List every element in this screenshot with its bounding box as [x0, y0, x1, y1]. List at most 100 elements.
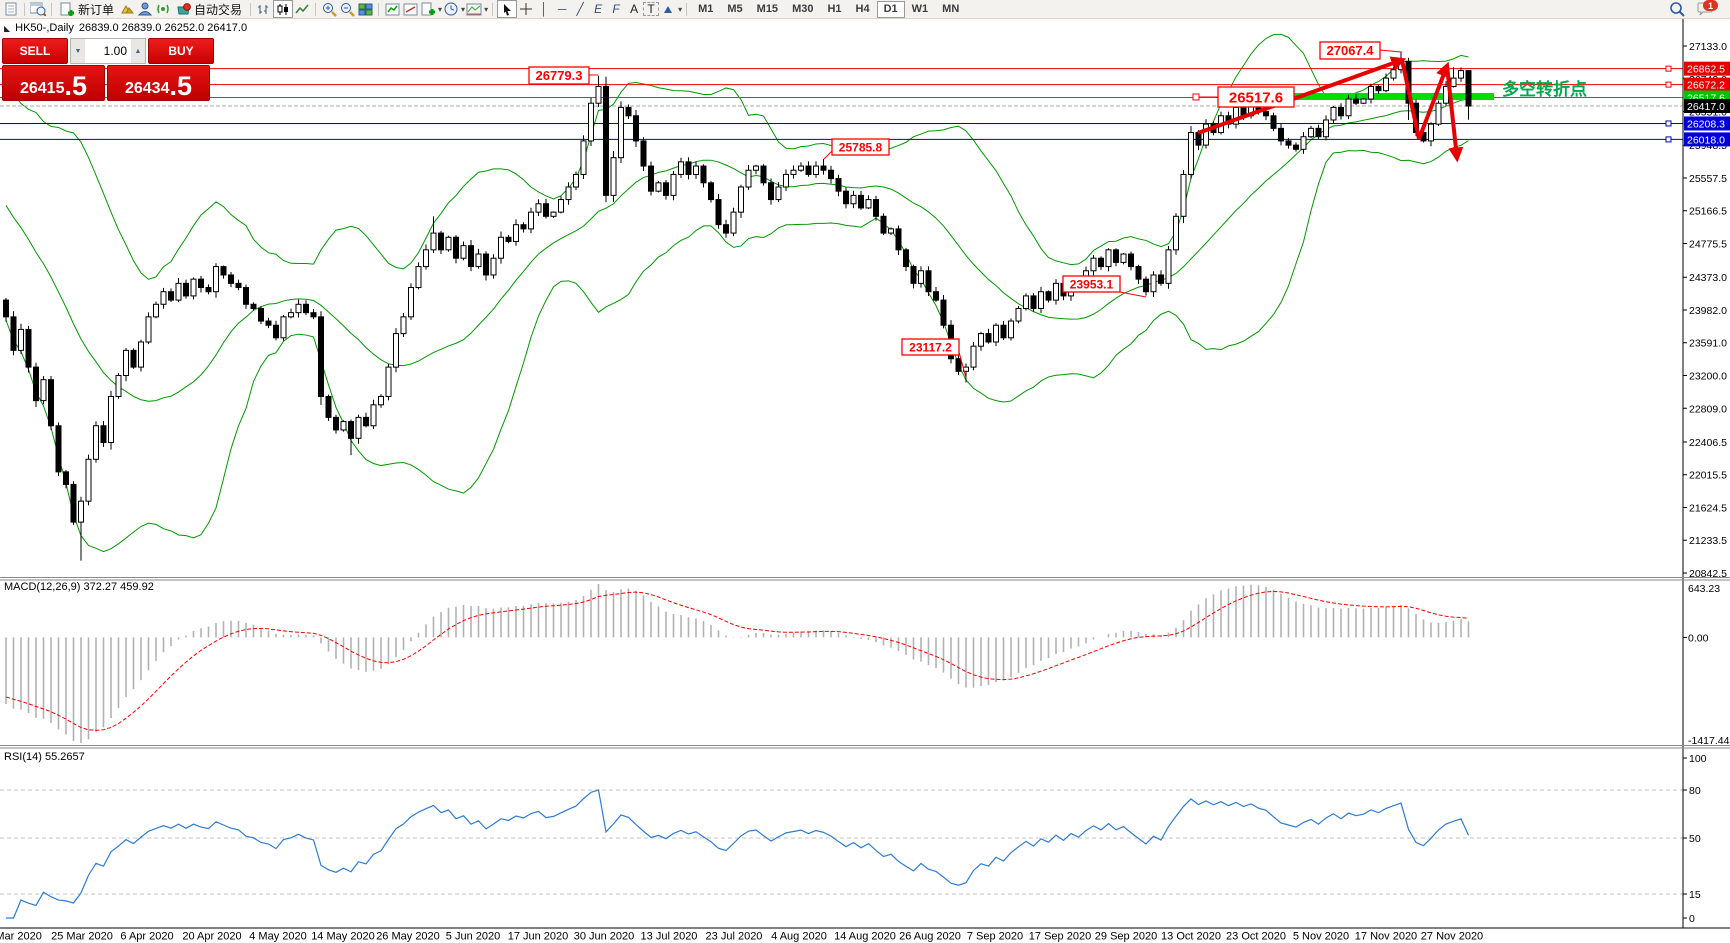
sell-button[interactable]: SELL: [2, 38, 68, 64]
svg-text:0: 0: [1689, 913, 1695, 925]
svg-text:22406.5: 22406.5: [1689, 437, 1727, 449]
toolbar-separator: [686, 2, 688, 16]
vertical-line-tool-icon[interactable]: │: [540, 2, 548, 16]
objects-list-icon[interactable]: [401, 1, 419, 17]
sell-price-main: 26415: [19, 80, 65, 98]
one-click-trading-panel: SELL ▼ ▲ BUY 26415 .5 26434 .5: [2, 38, 214, 101]
text-label-tool-icon[interactable]: T: [643, 2, 660, 16]
crosshair-tool-icon[interactable]: [517, 1, 535, 17]
svg-text:25785.8: 25785.8: [839, 140, 883, 154]
toolbar-separator: [51, 2, 52, 16]
trend-arrow[interactable]: [1417, 61, 1451, 140]
timeframe-bar: M1 M5 M15 M30 H1 H4 D1 W1 MN: [691, 0, 966, 18]
zoom-out-icon[interactable]: [338, 1, 356, 17]
indicator-panes: [0, 584, 1683, 919]
trend-arrow[interactable]: [1400, 59, 1421, 140]
svg-text:15: 15: [1689, 889, 1701, 901]
svg-text:20842.5: 20842.5: [1689, 568, 1727, 580]
annotations-layer[interactable]: 27067.4 26779.3 26517.6 25785.8 23953.1 23117…: [528, 41, 1464, 379]
svg-text:27067.4: 27067.4: [1327, 43, 1375, 58]
volume-decrease-button[interactable]: ▼: [71, 39, 85, 63]
new-order-label: 新订单: [78, 2, 115, 17]
price-annotation-box[interactable]: 27067.4: [1319, 41, 1381, 60]
date-axis-label: 29 Sep 2020: [1095, 931, 1157, 943]
line-chart-mode-icon[interactable]: [293, 1, 311, 17]
timeframe-button-m30[interactable]: M30: [792, 3, 814, 15]
signals-icon[interactable]: [154, 1, 172, 17]
toolbar-separator: [492, 2, 494, 16]
chart-profile-dropdown[interactable]: ▾: [484, 4, 489, 14]
sell-price-block[interactable]: 26415 .5: [2, 65, 105, 101]
timeframe-button-h1[interactable]: H1: [827, 3, 842, 15]
tile-windows-icon[interactable]: [356, 1, 374, 17]
highlight-bar-layer[interactable]: [1288, 93, 1494, 100]
search-icon[interactable]: [1668, 1, 1686, 17]
volume-increase-button[interactable]: ▲: [131, 39, 145, 63]
add-indicator-icon[interactable]: [419, 1, 437, 17]
candlestick-mode-icon[interactable]: [273, 0, 294, 18]
svg-text:26018.0: 26018.0: [1687, 134, 1725, 146]
community-user-icon[interactable]: [136, 1, 154, 17]
svg-text:50: 50: [1689, 833, 1701, 845]
period-dropdown[interactable]: ▾: [461, 4, 466, 14]
zoom-in-icon[interactable]: [320, 1, 338, 17]
arrows-tool-icon[interactable]: [659, 1, 677, 17]
cursor-tool-icon[interactable]: [497, 0, 518, 18]
window-preview-icon[interactable]: [29, 1, 47, 17]
timeframe-button-m15[interactable]: M15: [756, 3, 779, 15]
price-annotation-box[interactable]: 26517.6: [1217, 86, 1295, 108]
price-annotation-box[interactable]: 26779.3: [528, 66, 590, 85]
channel-tool-icon[interactable]: E: [594, 2, 603, 16]
timeframe-button-d1[interactable]: D1: [876, 0, 905, 18]
text-tool-icon[interactable]: A: [630, 2, 639, 16]
autotrading-button[interactable]: 自动交易: [172, 1, 246, 17]
date-axis-label: 13 Jul 2020: [641, 931, 698, 943]
fibonacci-tool-icon[interactable]: F: [612, 2, 620, 16]
horizontal-line-tool-icon[interactable]: ─: [557, 2, 567, 16]
date-axis-label: 14 May 2020: [311, 931, 375, 943]
add-indicator-dropdown[interactable]: ▾: [438, 4, 443, 14]
turning-point-annotation[interactable]: 多空转折点: [1502, 79, 1587, 99]
svg-text:80: 80: [1689, 785, 1701, 797]
svg-text:23200.0: 23200.0: [1689, 370, 1727, 382]
date-axis-label: 26 Aug 2020: [899, 931, 961, 943]
timeframe-button-w1[interactable]: W1: [911, 3, 929, 15]
svg-text:21233.5: 21233.5: [1689, 535, 1727, 547]
new-order-button[interactable]: 新订单: [56, 1, 118, 17]
arrows-tool-dropdown[interactable]: ▾: [678, 4, 683, 14]
svg-text:0.00: 0.00: [1688, 632, 1709, 644]
period-clock-icon[interactable]: [442, 1, 460, 17]
toolbar-separator: [24, 2, 25, 16]
toolbar-separator: [315, 2, 317, 16]
trend-arrow[interactable]: [1197, 56, 1407, 135]
timeframe-button-m5[interactable]: M5: [727, 3, 743, 15]
buy-button[interactable]: BUY: [148, 38, 214, 64]
chart-profile-icon[interactable]: [465, 1, 483, 17]
turning-point-highlight-bar[interactable]: [1288, 93, 1494, 100]
chat-icon[interactable]: 1: [1696, 0, 1718, 17]
price-annotation-box[interactable]: 23953.1: [1062, 275, 1121, 293]
svg-text:23982.0: 23982.0: [1689, 305, 1727, 317]
buy-price-block[interactable]: 26434 .5: [107, 65, 210, 101]
svg-text:26779.3: 26779.3: [536, 68, 583, 83]
svg-text:100: 100: [1689, 753, 1707, 765]
indicators-list-icon[interactable]: [383, 1, 401, 17]
bar-chart-mode-icon[interactable]: [255, 1, 273, 17]
price-annotation-box[interactable]: 25785.8: [831, 138, 890, 156]
buy-price-frac: .5: [169, 70, 193, 101]
svg-text:26417.0: 26417.0: [1687, 101, 1725, 113]
trendline-tool-icon[interactable]: ╱: [576, 2, 584, 16]
macd-indicator-label: MACD(12,26,9) 372.27 459.92: [4, 581, 154, 593]
timeframe-button-mn[interactable]: MN: [942, 3, 960, 15]
history-center-icon[interactable]: [118, 1, 136, 17]
price-annotation-box[interactable]: 23117.2: [901, 338, 960, 356]
timeframe-button-m1[interactable]: M1: [698, 3, 714, 15]
trend-arrow[interactable]: [1445, 65, 1464, 163]
date-axis-label: 4 Aug 2020: [771, 931, 827, 943]
svg-text:26208.3: 26208.3: [1687, 118, 1725, 130]
new-chart-icon[interactable]: [2, 1, 20, 17]
timeframe-button-h4[interactable]: H4: [855, 3, 870, 15]
volume-input[interactable]: [85, 39, 131, 63]
